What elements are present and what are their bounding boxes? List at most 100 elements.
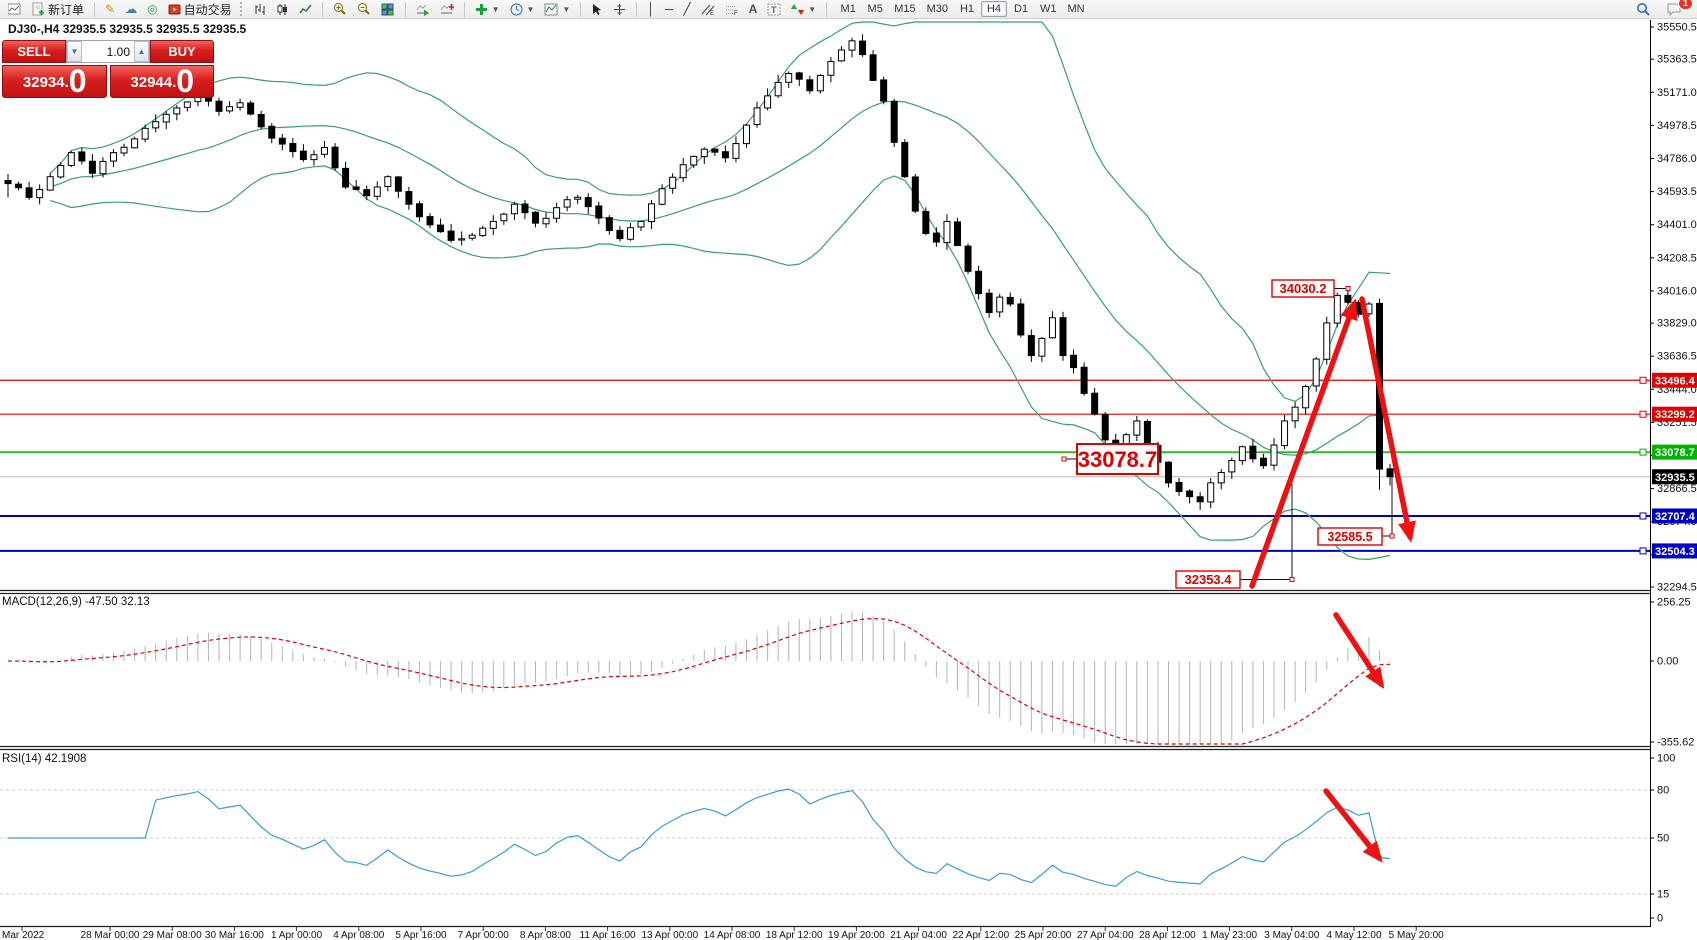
- volume-increase-button[interactable]: ▲: [134, 41, 149, 62]
- candle-body: [363, 189, 371, 197]
- candle-body: [141, 127, 149, 140]
- autotrading-button[interactable]: 自动交易: [164, 1, 236, 18]
- sell-price-pip: 0: [68, 63, 87, 99]
- timeframe-M5[interactable]: M5: [867, 3, 883, 15]
- annotation-box[interactable]: [1175, 570, 1241, 589]
- vertical-line-tool[interactable]: │: [647, 2, 655, 16]
- macd-signal-line: [7, 617, 1391, 745]
- sell-price[interactable]: 32934. 0: [2, 65, 107, 98]
- market-icon[interactable]: ◎: [147, 2, 158, 16]
- text-label-tool[interactable]: T: [763, 1, 785, 18]
- timeframe-MN[interactable]: MN: [1067, 3, 1085, 15]
- buy-button[interactable]: BUY: [150, 40, 214, 63]
- candle-body: [785, 73, 793, 83]
- hline-anchor: [1639, 410, 1647, 418]
- equidistant-channel-tool[interactable]: E: [697, 1, 719, 18]
- timeframe-H1[interactable]: H1: [959, 3, 975, 15]
- community-icon[interactable]: ☁: [125, 2, 138, 16]
- sell-button[interactable]: SELL: [2, 40, 66, 63]
- candle-body: [595, 205, 603, 219]
- candle-chart-type-icon[interactable]: [272, 1, 293, 18]
- bar-chart-type-icon[interactable]: [249, 1, 270, 18]
- candle-body: [1249, 445, 1257, 460]
- trend-arrow[interactable]: [1359, 296, 1416, 543]
- candle-body: [806, 79, 814, 92]
- candle-body: [1228, 460, 1236, 473]
- auto-scroll-icon[interactable]: [412, 1, 434, 18]
- candle-body: [584, 197, 592, 208]
- timeframe-M1[interactable]: M1: [840, 3, 856, 15]
- annotation-box[interactable]: [1271, 279, 1335, 298]
- arrows-icon: [791, 3, 805, 15]
- buy-price-pip: 0: [176, 63, 194, 99]
- price-tick-label: 34016.0: [1657, 285, 1697, 297]
- tile-windows-icon[interactable]: [377, 1, 399, 18]
- candle-body: [626, 227, 634, 240]
- line-chart-type-icon[interactable]: [295, 1, 316, 18]
- candle-body: [1207, 482, 1215, 503]
- rsi-tick-label: 0: [1657, 913, 1663, 925]
- crosshair-icon[interactable]: [609, 1, 630, 18]
- timeframe-M30[interactable]: M30: [926, 3, 948, 15]
- text-tool[interactable]: A: [748, 2, 758, 16]
- search-icon[interactable]: [1632, 1, 1655, 18]
- time-label: 3 May 04:00: [1264, 930, 1319, 940]
- arrows-tool[interactable]: ▼: [787, 1, 820, 18]
- new-order-button[interactable]: 新订单: [28, 1, 88, 18]
- connector-anchor: [1345, 286, 1351, 291]
- candle-body: [78, 151, 86, 162]
- cursor-icon[interactable]: [587, 1, 607, 18]
- candle-body: [110, 152, 117, 162]
- trend-arrow[interactable]: [1323, 788, 1383, 863]
- candle-body: [985, 292, 993, 314]
- trend-line-tool[interactable]: ╱: [683, 2, 691, 16]
- metaeditor-icon[interactable]: ✎: [105, 2, 116, 16]
- volume-value[interactable]: 1.00: [106, 44, 130, 59]
- timeframe-M15[interactable]: M15: [894, 3, 916, 15]
- fibonacci-tool[interactable]: F: [721, 1, 743, 18]
- candle-body: [415, 203, 423, 218]
- macd-tick-label: 256.25: [1657, 597, 1691, 609]
- candle-body: [964, 245, 972, 272]
- messages-icon[interactable]: 1: [1663, 0, 1693, 18]
- timeframe-H4[interactable]: H4: [981, 1, 1007, 17]
- zoom-out-icon[interactable]: [353, 1, 375, 18]
- candle-body: [827, 60, 835, 76]
- candle-body: [15, 183, 23, 189]
- candle-body: [922, 211, 930, 234]
- candle-body: [510, 203, 518, 215]
- chart-shift-icon[interactable]: [436, 1, 458, 18]
- add-indicator-icon: [475, 3, 487, 15]
- volume-decrease-button[interactable]: ▼: [67, 41, 82, 62]
- price-tick-label: 34978.5: [1657, 120, 1697, 132]
- candle-body: [426, 216, 434, 226]
- new-chart-icon[interactable]: [4, 1, 26, 18]
- periodicity-button[interactable]: ▼: [506, 1, 539, 18]
- candle-body: [173, 107, 181, 115]
- timeframe-D1[interactable]: D1: [1013, 3, 1029, 15]
- time-label: 22 Apr 12:00: [952, 930, 1009, 940]
- candle-body: [1175, 482, 1183, 492]
- horizontal-line-tool[interactable]: ─: [664, 2, 674, 16]
- zoom-in-icon[interactable]: [329, 1, 351, 18]
- hline-anchor: [1639, 448, 1647, 456]
- candle-body: [869, 54, 877, 81]
- candle-body: [99, 160, 107, 175]
- timeframe-W1[interactable]: W1: [1040, 3, 1057, 15]
- candle-body: [1302, 386, 1310, 409]
- candle-body: [795, 72, 803, 80]
- annotation-box[interactable]: [1076, 443, 1159, 475]
- candle-body: [236, 102, 244, 108]
- templates-button[interactable]: ▼: [540, 1, 574, 18]
- trend-arrow[interactable]: [1249, 298, 1358, 589]
- annotation-box[interactable]: [1317, 527, 1383, 546]
- time-label: Mar 2022: [2, 930, 45, 940]
- trend-arrow[interactable]: [1333, 612, 1385, 690]
- candle-body: [1070, 354, 1078, 369]
- add-indicator-button[interactable]: ▼: [471, 1, 504, 18]
- buy-price[interactable]: 32944. 0: [109, 63, 214, 99]
- candle-body: [468, 234, 476, 239]
- candle-body: [542, 217, 550, 225]
- time-label: 28 Mar 00:00: [81, 930, 140, 940]
